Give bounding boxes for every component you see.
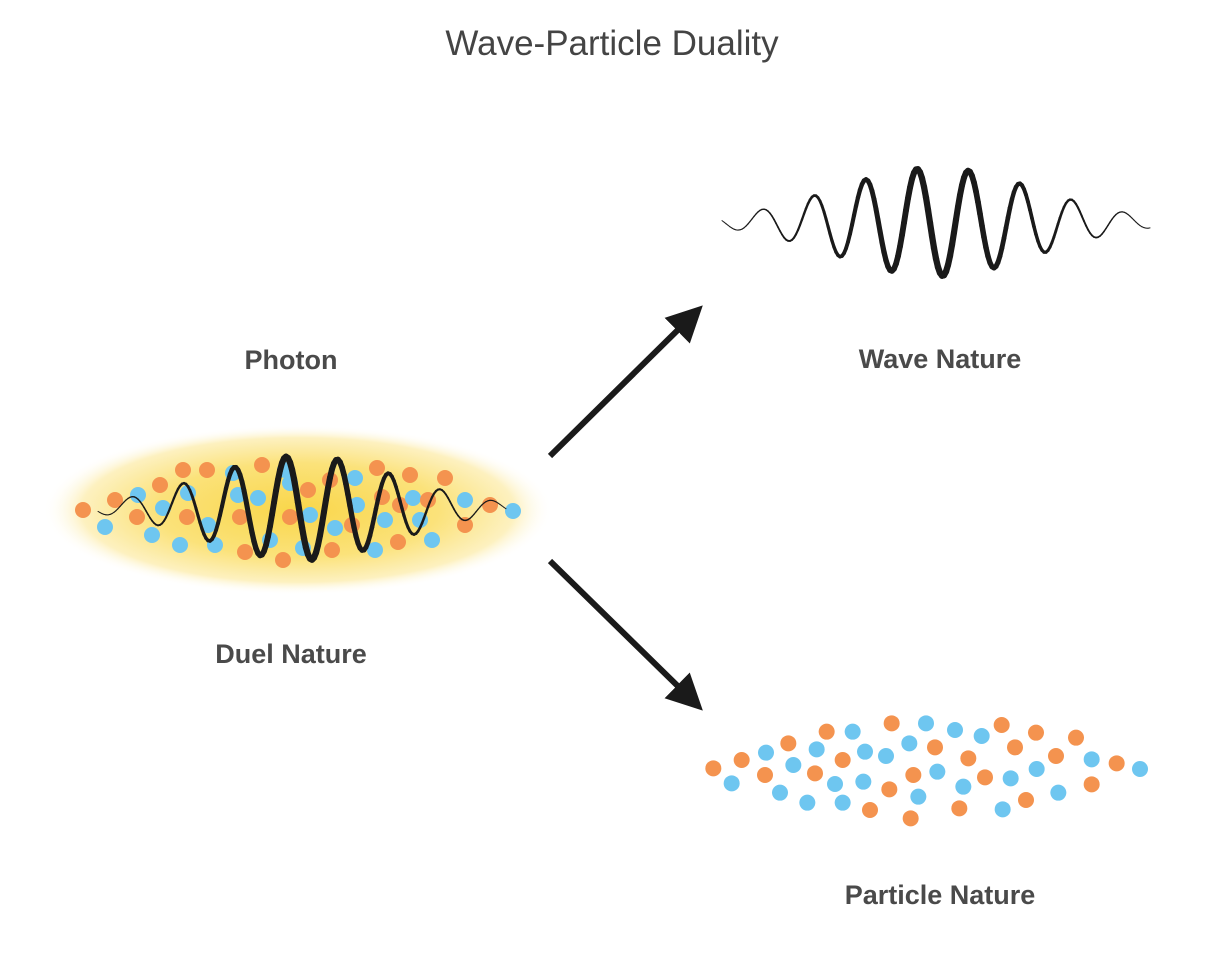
orange-particle xyxy=(1048,748,1064,764)
arrow-to-particle-icon xyxy=(547,558,703,711)
blue-particle xyxy=(130,487,146,503)
blue-particle xyxy=(785,757,802,773)
orange-particle xyxy=(993,717,1010,733)
orange-particle xyxy=(482,497,498,513)
wave-nature-wave xyxy=(721,166,1151,279)
blue-particle xyxy=(1050,784,1067,801)
blue-particle xyxy=(347,470,363,486)
orange-particle xyxy=(129,509,145,525)
orange-particle xyxy=(960,750,977,767)
orange-particle xyxy=(437,470,453,486)
blue-particle xyxy=(723,775,740,792)
blue-particle xyxy=(994,801,1011,818)
blue-particle xyxy=(799,794,816,811)
blue-particle xyxy=(405,490,421,506)
wave-nature-label: Wave Nature xyxy=(858,344,1022,374)
orange-particle xyxy=(282,509,298,525)
blue-particle xyxy=(424,532,440,548)
orange-particle xyxy=(881,781,898,798)
blue-particle xyxy=(827,776,843,792)
blue-particle xyxy=(1083,751,1100,768)
blue-particle xyxy=(250,490,266,506)
orange-particle xyxy=(1028,724,1044,741)
blue-particle xyxy=(855,773,872,790)
orange-particle xyxy=(107,492,123,508)
orange-particle xyxy=(757,767,773,783)
orange-particle xyxy=(1108,755,1125,772)
orange-particle xyxy=(300,482,316,498)
blue-particle xyxy=(155,500,171,516)
orange-particle xyxy=(1083,776,1100,793)
orange-particle xyxy=(905,767,922,783)
orange-particle xyxy=(179,509,195,525)
orange-particle xyxy=(369,460,385,476)
orange-particle xyxy=(254,457,270,473)
orange-particle xyxy=(275,552,291,568)
blue-particle xyxy=(1028,761,1045,777)
orange-particle xyxy=(390,534,406,550)
orange-particle xyxy=(834,752,851,768)
orange-particle xyxy=(705,760,722,777)
blue-particle xyxy=(834,794,851,811)
blue-particle xyxy=(857,743,873,760)
blue-particle xyxy=(144,527,160,543)
blue-particle xyxy=(200,517,216,533)
photon-wave xyxy=(97,453,507,563)
arrow-to-wave-icon xyxy=(547,305,703,459)
blue-particle xyxy=(758,744,774,761)
orange-particle xyxy=(232,509,248,525)
orange-particle xyxy=(237,544,253,560)
diagram-title: Wave-Particle Duality xyxy=(445,24,779,63)
orange-particle xyxy=(780,735,797,752)
blue-particle xyxy=(901,735,918,752)
orange-particle xyxy=(324,542,340,558)
orange-particle xyxy=(1007,739,1023,756)
blue-particle xyxy=(947,722,963,738)
orange-particle xyxy=(807,765,823,782)
blue-particle xyxy=(955,778,972,795)
dual-nature-label: Duel Nature xyxy=(215,639,367,669)
orange-particle xyxy=(951,800,968,817)
blue-particle xyxy=(367,542,383,558)
orange-particle xyxy=(402,467,418,483)
blue-particle xyxy=(973,728,990,744)
blue-particle xyxy=(505,503,521,519)
orange-particle xyxy=(818,723,835,740)
particle-nature-label: Particle Nature xyxy=(844,880,1036,910)
orange-particle xyxy=(977,769,993,786)
blue-particle xyxy=(1002,770,1019,787)
photon-wave-segment xyxy=(503,506,507,510)
blue-particle xyxy=(844,723,861,740)
orange-particle xyxy=(902,810,919,827)
orange-particle xyxy=(862,802,878,818)
particle-nature-particles xyxy=(705,715,1148,827)
orange-particle xyxy=(883,715,900,732)
orange-particle xyxy=(152,477,168,493)
blue-particle xyxy=(910,788,927,805)
orange-particle xyxy=(457,517,473,533)
orange-particle xyxy=(1068,729,1084,746)
orange-particle xyxy=(75,502,91,518)
blue-particle xyxy=(1132,761,1148,777)
blue-particle xyxy=(772,784,788,801)
orange-particle xyxy=(733,752,750,768)
blue-particle xyxy=(929,763,946,780)
blue-particle xyxy=(377,512,393,528)
photon-label: Photon xyxy=(244,345,338,375)
blue-particle xyxy=(808,741,825,758)
blue-particle xyxy=(327,520,343,536)
orange-particle xyxy=(175,462,191,478)
blue-particle xyxy=(878,748,894,764)
blue-particle xyxy=(172,537,188,553)
blue-particle xyxy=(457,492,473,508)
orange-particle xyxy=(1018,792,1034,808)
orange-particle xyxy=(927,739,943,756)
blue-particle xyxy=(302,507,318,523)
blue-particle xyxy=(918,715,934,732)
orange-particle xyxy=(199,462,215,478)
blue-particle xyxy=(97,519,113,535)
